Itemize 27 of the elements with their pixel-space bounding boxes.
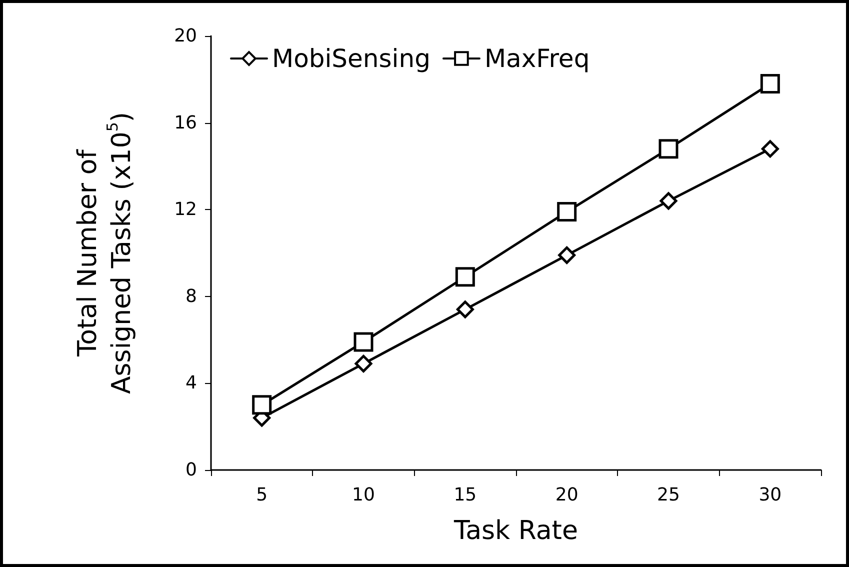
y-tick-label: 16	[174, 112, 197, 134]
y-tick-label: 12	[174, 199, 197, 220]
point	[456, 300, 474, 318]
point	[354, 354, 372, 372]
point	[660, 192, 678, 210]
y-tick-label: 4	[186, 372, 197, 394]
point	[658, 139, 678, 159]
y-tick-label: 20	[174, 26, 197, 46]
point	[252, 395, 272, 415]
x-tick-label: 20	[555, 484, 578, 506]
x-axis-title: Task Rate	[453, 516, 578, 546]
y-axis-title: Total Number of Assigned Tasks (x105)	[73, 112, 137, 394]
point	[558, 246, 576, 264]
x-tick-label: 5	[256, 484, 268, 506]
point	[760, 74, 780, 94]
legend-label: MobiSensing	[272, 44, 430, 73]
x-tick-label: 25	[657, 484, 680, 506]
x-tick-label: 30	[758, 484, 782, 506]
point	[557, 202, 577, 222]
legend-label: MaxFreq	[484, 44, 590, 73]
point	[354, 332, 374, 352]
y-tick-label: 0	[186, 460, 197, 480]
x-tick-label: 10	[352, 484, 375, 506]
x-tick-label: 15	[454, 484, 477, 506]
point	[455, 267, 475, 287]
point	[761, 140, 779, 158]
y-tick-label: 8	[186, 286, 197, 307]
